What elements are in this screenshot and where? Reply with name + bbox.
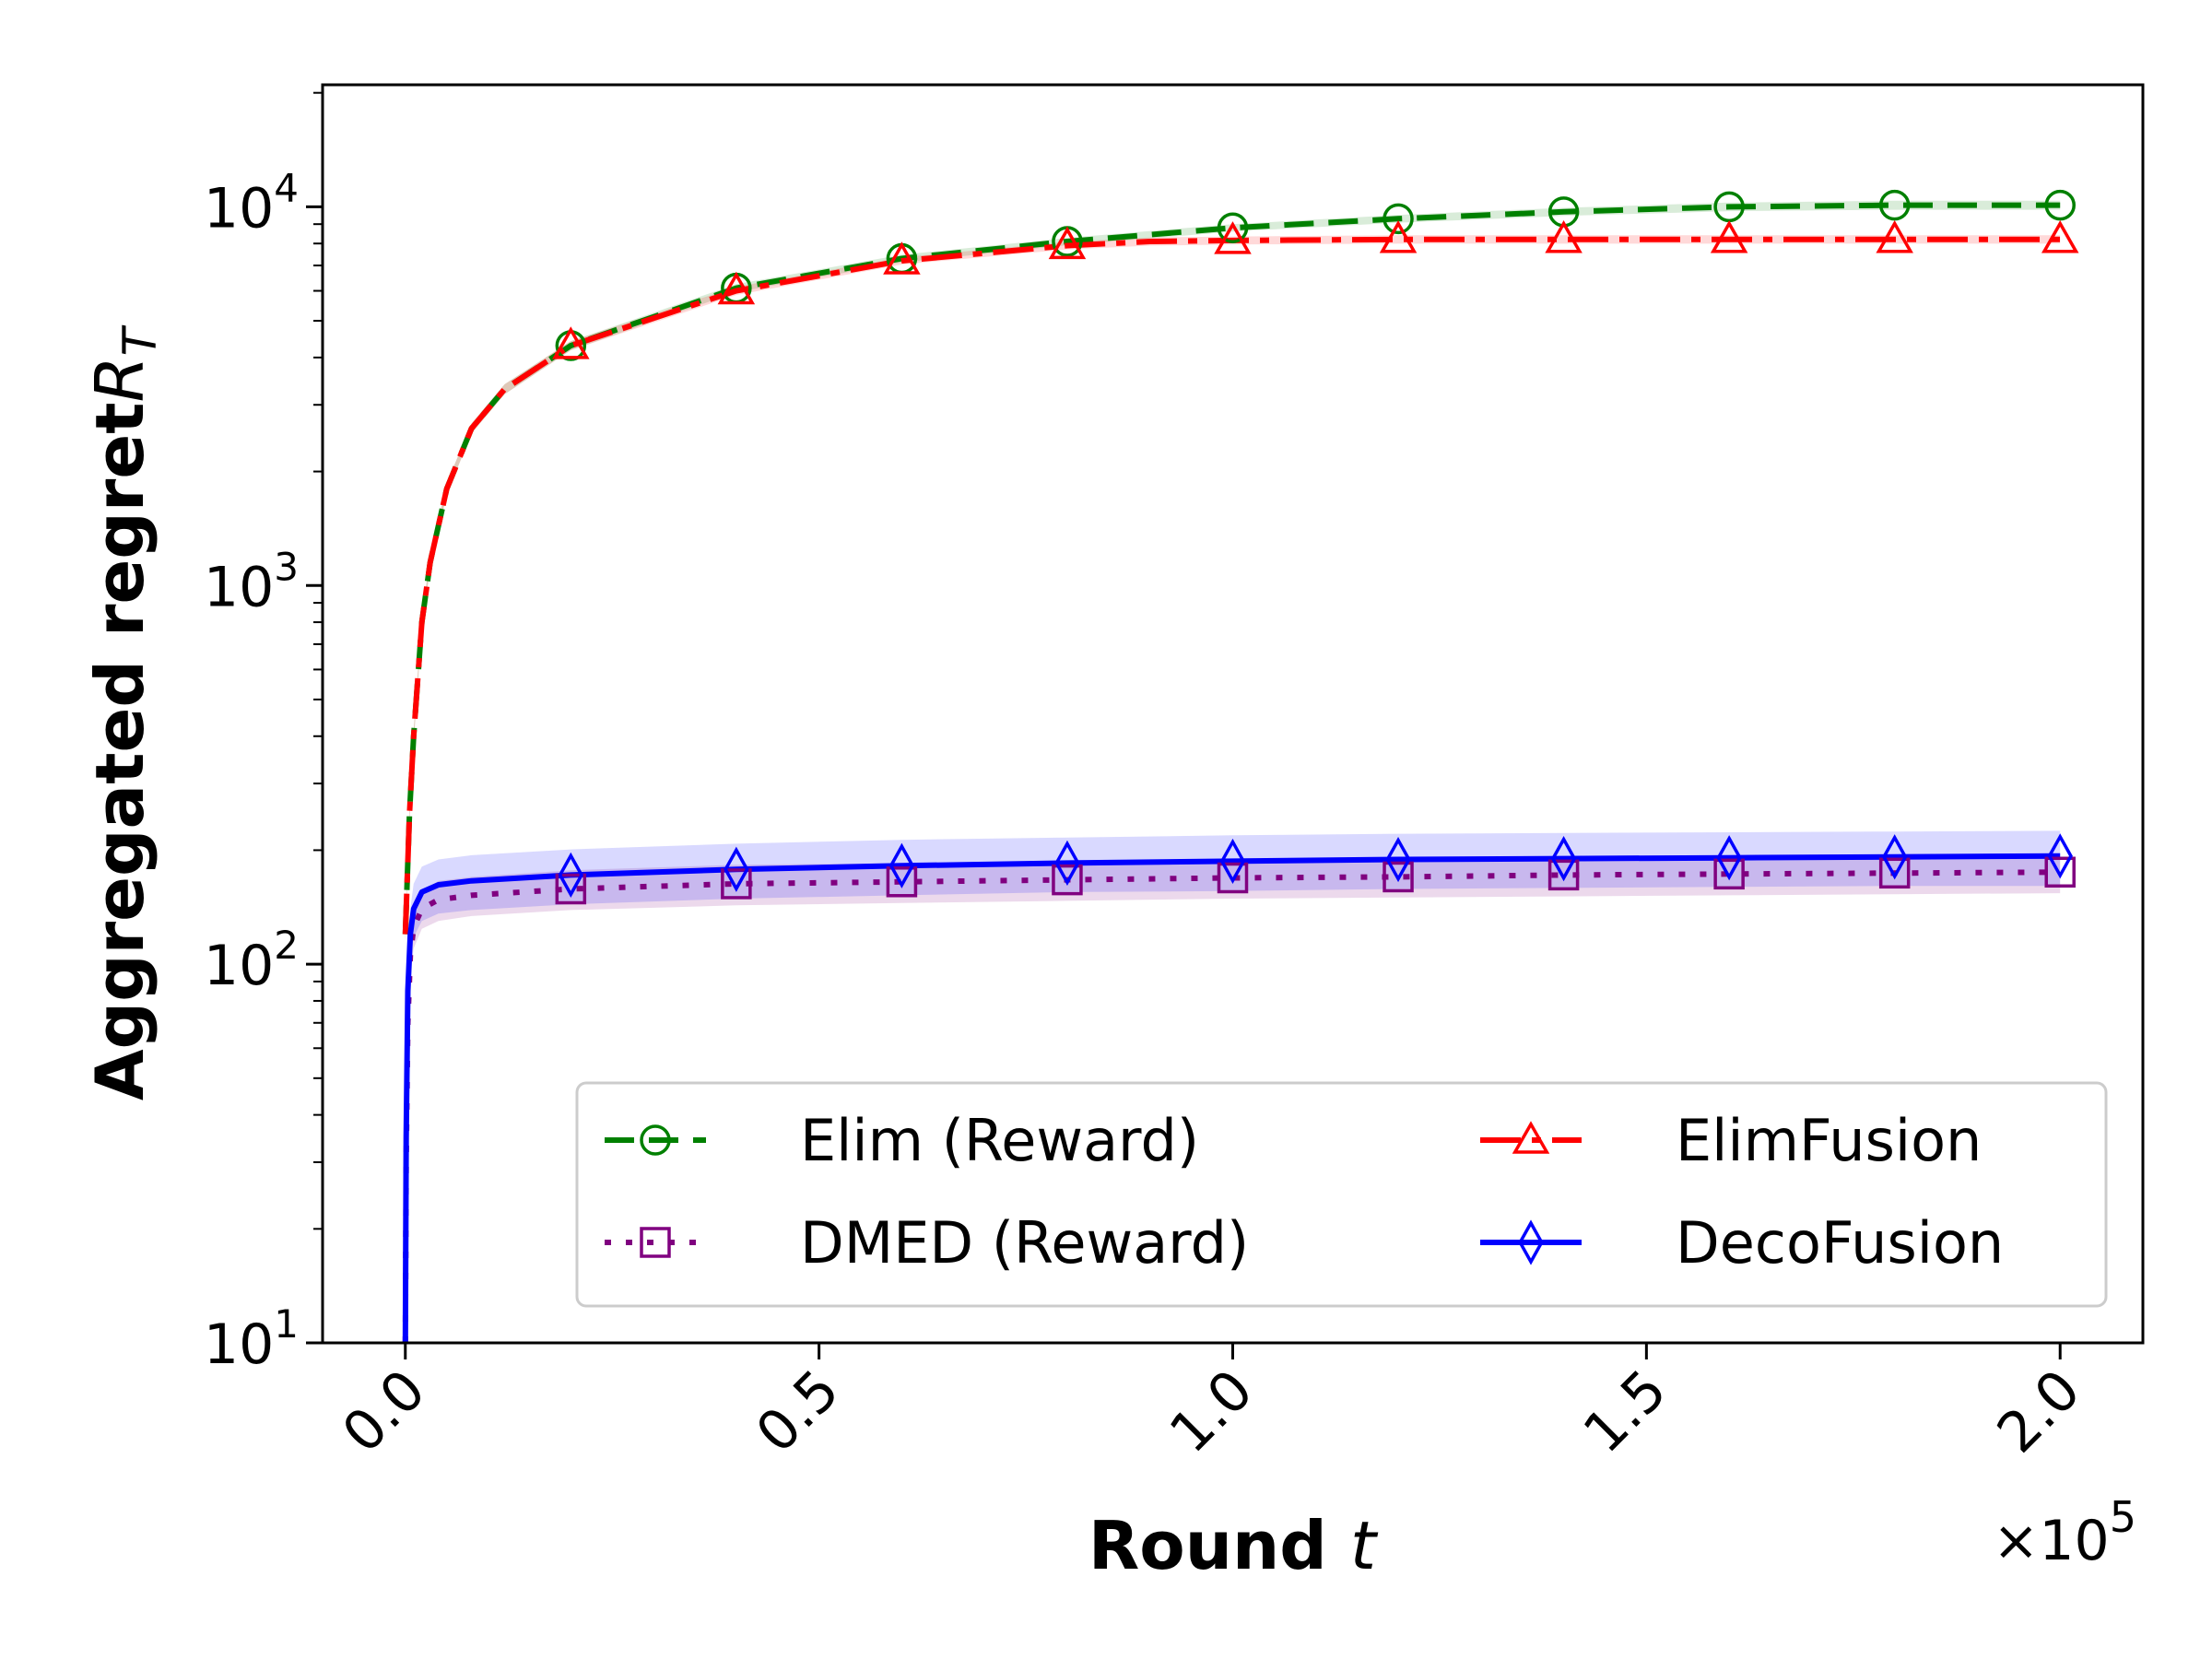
marker-dmed-reward [2044,856,2076,888]
marker-decofusion [1219,838,1246,885]
y-tick-label: 101 [204,1301,299,1377]
marker-decofusion [1054,840,1080,886]
marker-dmed-reward [1713,858,1745,890]
legend-marker-decofusion [1518,1219,1544,1265]
legend-label-elim-reward: Elim (Reward) [800,1107,1199,1174]
marker-decofusion [1716,835,1742,881]
y-axis-title: Aggregated regretRT [81,324,167,1100]
marker-elim-reward [1878,189,1911,221]
marker-decofusion [888,842,915,888]
y-tick-label: 104 [204,165,299,241]
marker-elimfusion [1379,220,1418,253]
marker-dmed-reward [1382,861,1414,893]
legend-marker-elimfusion [1512,1121,1550,1154]
marker-elimfusion [552,326,590,359]
marker-decofusion [1550,836,1577,882]
marker-elimfusion [1545,220,1583,253]
marker-dmed-reward [555,873,587,905]
marker-elimfusion [717,271,756,305]
series-lines [402,202,2061,1343]
legend-marker-dmed-reward [640,1227,671,1258]
y-tick-label: 102 [204,923,299,998]
marker-elim-reward [2044,189,2076,221]
marker-elim-reward [1382,203,1414,235]
marker-dmed-reward [721,868,752,900]
marker-elimfusion [1048,226,1087,260]
marker-decofusion [1881,834,1908,880]
line-decofusion [402,853,2061,1343]
legend-label-dmed-reward: DMED (Reward) [800,1209,1249,1277]
y-axis-ticks: 101 102 103 104 [204,91,323,1377]
marker-dmed-reward [1547,859,1580,891]
x-axis-multiplier: ×105 [1993,1492,2136,1573]
marker-dmed-reward [1052,864,1083,896]
marker-dmed-reward [1217,862,1249,894]
legend-label-decofusion: DecoFusion [1676,1209,2004,1277]
series-markers [552,189,2079,905]
line-elimfusion [402,236,2061,935]
band-decofusion [405,830,2061,1343]
marker-dmed-reward [1878,857,1911,889]
marker-elimfusion [1214,221,1252,254]
marker-elimfusion [1710,220,1748,253]
marker-elimfusion [883,241,921,275]
legend: Elim (Reward) ElimFusion DMED (Reward) Deco… [575,1081,2108,1308]
marker-elimfusion [2041,220,2079,253]
marker-dmed-reward [886,866,918,898]
x-axis-title: Round t [1088,1507,1379,1584]
legend-frame [575,1081,2108,1308]
marker-decofusion [1385,836,1411,883]
legend-marker-elim-reward [640,1124,671,1156]
marker-elim-reward [1217,212,1249,243]
y-tick-label: 103 [204,544,299,619]
marker-decofusion [724,846,749,892]
marker-decofusion [2047,833,2073,879]
legend-label-elimfusion: ElimFusion [1676,1107,1982,1174]
marker-decofusion [558,852,584,898]
marker-elimfusion [1876,220,1913,253]
